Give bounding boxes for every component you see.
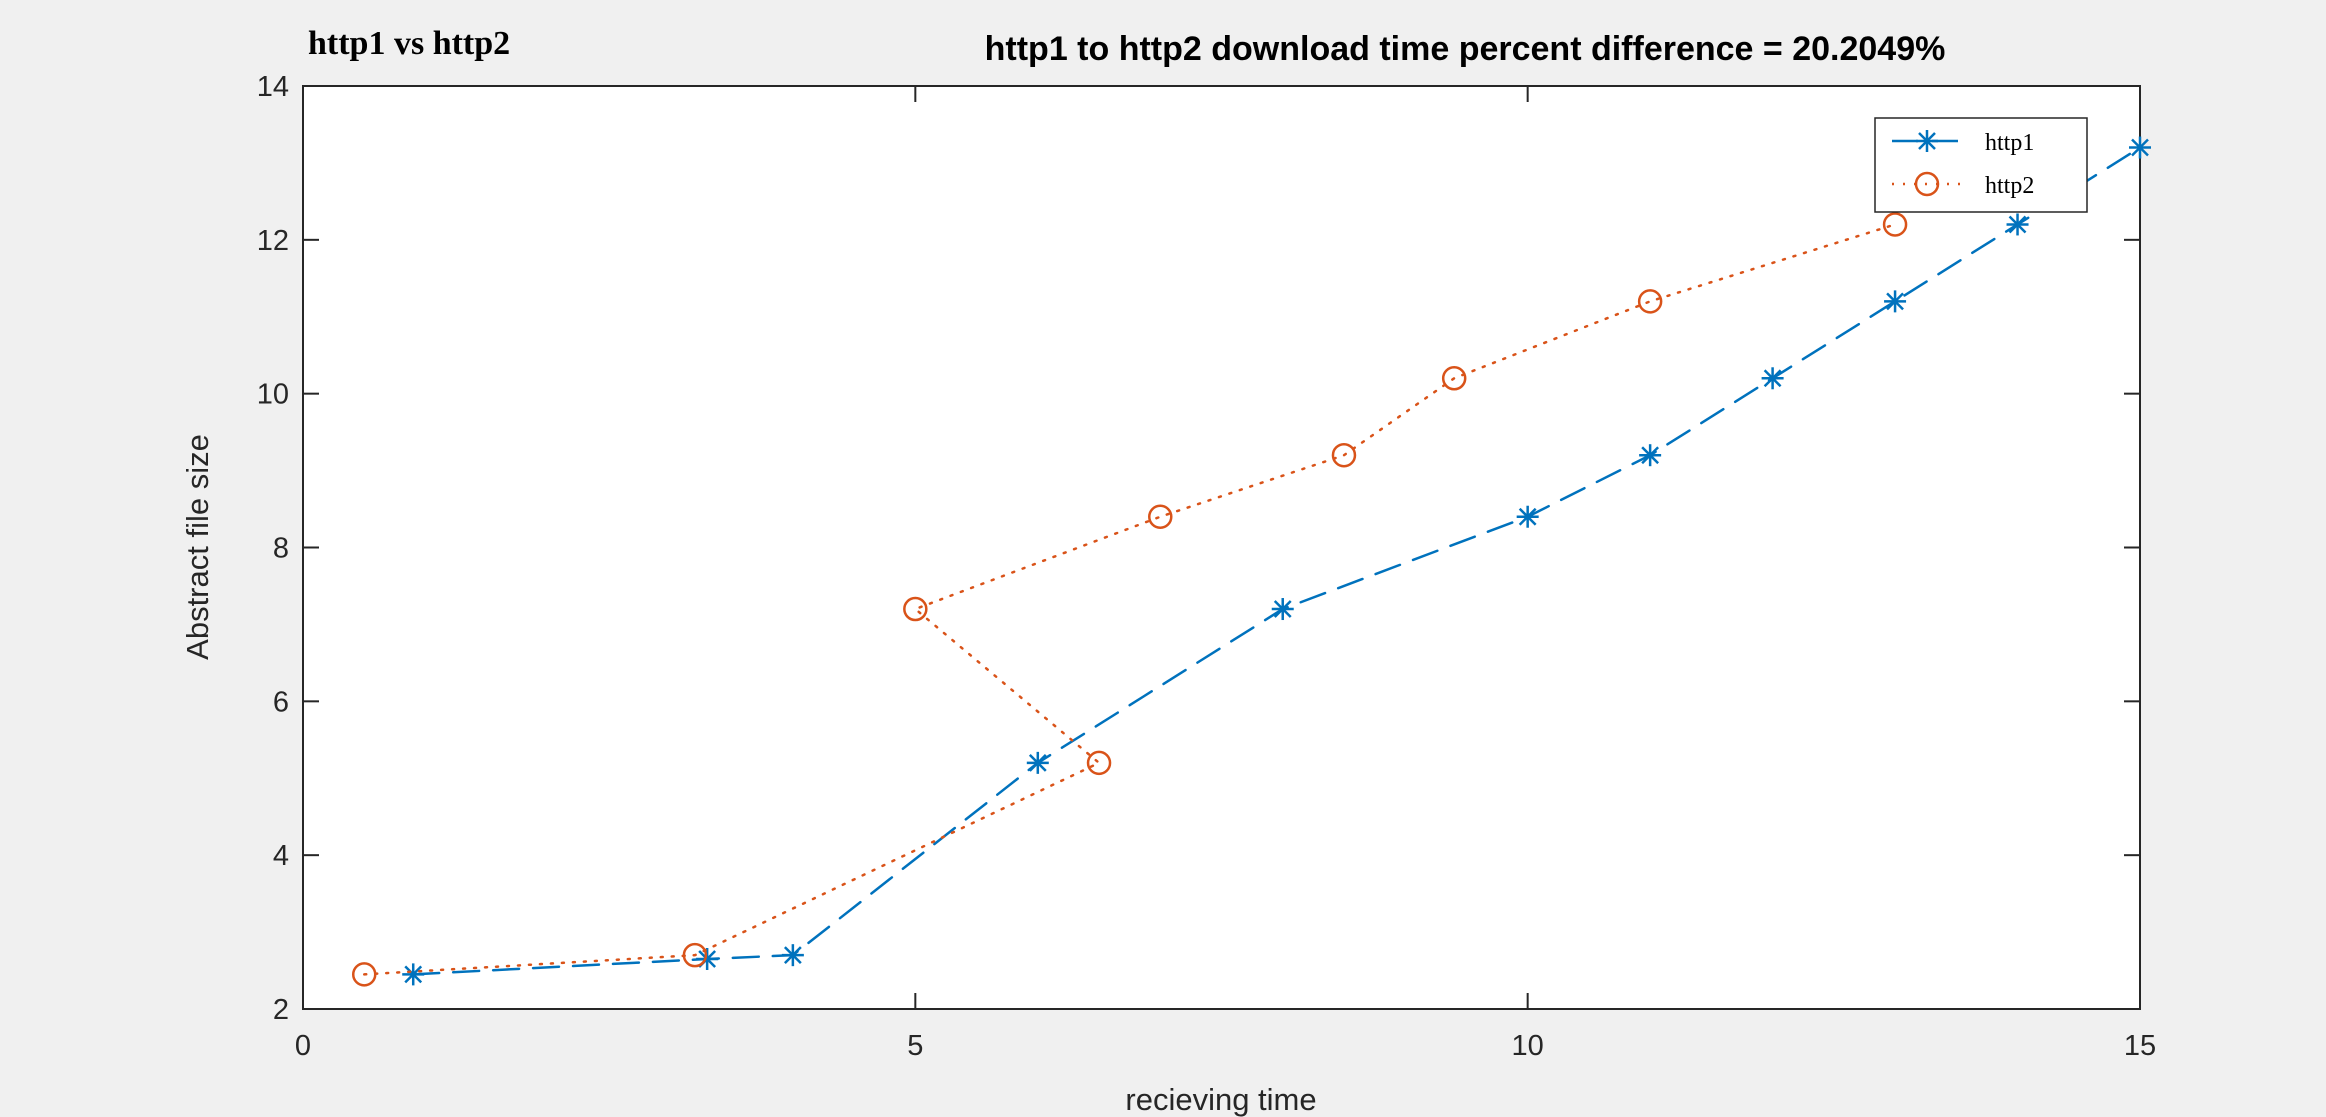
data-point-http1 [1516, 505, 1539, 528]
x-tick-label: 15 [2124, 1030, 2156, 1062]
plot-area [302, 85, 2141, 1010]
data-point-http2 [1882, 212, 1908, 237]
legend-marker [1914, 171, 1940, 197]
data-point-http1 [696, 948, 719, 971]
data-point-http1 [1271, 598, 1294, 621]
data-point-http2 [1441, 366, 1467, 391]
data-point-http2 [903, 596, 928, 622]
y-tick-label: 14 [257, 71, 289, 103]
x-tick-label: 5 [907, 1030, 923, 1062]
data-point-http1 [402, 963, 425, 986]
x-tick-label: 10 [1512, 1030, 1544, 1062]
legend-sample-http2 [1892, 171, 1962, 197]
corner-title: http1 vs http2 [308, 25, 510, 62]
series-http2 [351, 212, 1908, 987]
series-layer [351, 136, 2151, 987]
data-point-http1 [1884, 290, 1907, 313]
data-point-http1 [1761, 367, 1784, 390]
x-tick-label: 0 [295, 1030, 311, 1062]
legend-label-http2: http2 [1985, 173, 2034, 199]
legend-label-http1: http1 [1985, 130, 2034, 156]
chart-title: http1 to http2 download time percent dif… [985, 30, 1946, 68]
data-point-http1 [1026, 751, 1049, 774]
data-point-http2 [1148, 504, 1173, 529]
y-tick-label: 10 [257, 379, 289, 411]
y-tick-label: 4 [273, 840, 289, 872]
data-point-http1 [781, 944, 804, 967]
data-point-http1 [2006, 213, 2029, 236]
x-axis-label: recieving time [1125, 1082, 1316, 1117]
legend-marker [1916, 130, 1938, 152]
legend-sample-http1 [1892, 130, 1962, 152]
data-point-http2 [351, 962, 377, 987]
y-tick-label: 6 [273, 686, 289, 718]
data-point-http2 [1331, 442, 1357, 468]
legend: http1 http2 [1874, 117, 2088, 213]
y-tick-label: 2 [273, 994, 289, 1026]
axis-ticks: 0 5 10 15 2 4 6 8 10 12 14 [257, 71, 2156, 1062]
data-point-http2 [682, 942, 708, 968]
y-axis-label: Abstract file size [180, 434, 215, 660]
series-http1 [402, 136, 2151, 986]
legend-box [1874, 117, 2088, 213]
y-tick-label: 8 [273, 533, 289, 565]
data-point-http2 [1637, 289, 1663, 314]
data-point-http1 [1639, 444, 1662, 467]
y-tick-label: 12 [257, 225, 289, 257]
data-point-http1 [2129, 136, 2151, 159]
series-line-http2 [362, 223, 1897, 976]
data-point-http2 [1086, 750, 1112, 776]
